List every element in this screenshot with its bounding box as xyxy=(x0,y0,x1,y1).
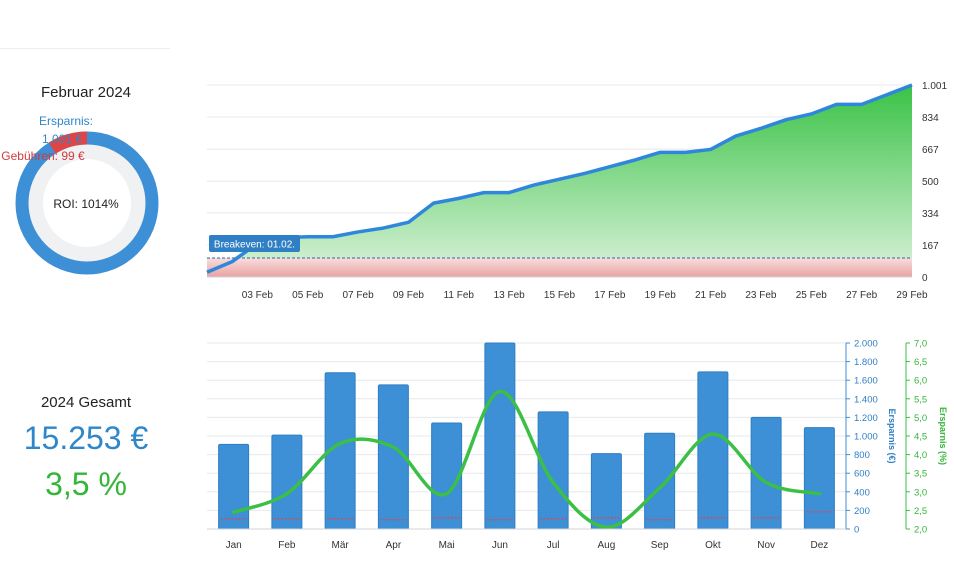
y-tick-label: 334 xyxy=(922,209,939,220)
monthly-cumulative-chart: 0 167 334 500 667 834 1.001 03 Feb 05 Feb 07 Feb 0… xyxy=(206,81,947,301)
y-tick-label: 1.001 xyxy=(922,81,947,92)
x-tick-label: 27 Feb xyxy=(846,290,878,301)
profit-area xyxy=(207,85,912,259)
breakeven-label: Breakeven: 01.02. xyxy=(214,240,295,251)
x-tick-label: Okt xyxy=(705,540,721,551)
left-axis-tick-label: 600 xyxy=(854,469,870,480)
breakeven-badge xyxy=(209,235,300,252)
savings-bar xyxy=(644,432,676,530)
x-tick-label: Sep xyxy=(651,540,669,551)
x-tick-label: 19 Feb xyxy=(645,290,677,301)
right-axis-tick-label: 2,5 xyxy=(914,506,927,517)
x-tick-label: Mär xyxy=(332,540,350,551)
right-axis-tick-label: 3,0 xyxy=(914,487,927,498)
left-axis-tick-label: 400 xyxy=(854,487,870,498)
savings-line xyxy=(206,83,913,274)
y-tick-label: 500 xyxy=(922,177,939,188)
right-axis-tick-label: 6,0 xyxy=(914,376,927,387)
savings-bar xyxy=(218,443,250,530)
x-tick-label: Dez xyxy=(810,540,828,551)
left-axis-tick-label: 0 xyxy=(854,525,859,536)
savings-bar xyxy=(537,411,569,530)
right-axis-tick-label: 4,5 xyxy=(914,432,927,443)
y-tick-label: 0 xyxy=(922,273,928,284)
year-percent: 3,5 % xyxy=(45,466,127,502)
savings-bar xyxy=(484,342,516,530)
top-divider xyxy=(0,48,170,49)
y-tick-label: 167 xyxy=(922,241,939,252)
right-axis-title: Ersparnis (%) xyxy=(938,407,948,465)
x-tick-label: Nov xyxy=(757,540,775,551)
x-tick-label: 29 Feb xyxy=(896,290,928,301)
month-title: Februar 2024 xyxy=(40,84,132,101)
right-axis-tick-label: 4,0 xyxy=(914,450,927,461)
year-title: 2024 Gesamt xyxy=(40,394,132,411)
x-tick-label: Aug xyxy=(597,540,615,551)
x-tick-label: Jul xyxy=(547,540,560,551)
x-tick-label: 05 Feb xyxy=(292,290,324,301)
left-axis-tick-label: 200 xyxy=(854,506,870,517)
left-axis-title: Ersparnis (€) xyxy=(887,408,897,463)
donut-chart: Ersparnis: 1.001 € Gebühren: 99 € ROI: 1… xyxy=(1,114,159,275)
x-tick-label: 23 Feb xyxy=(745,290,777,301)
savings-bar xyxy=(590,453,622,530)
left-axis-tick-label: 1.000 xyxy=(854,432,878,443)
x-tick-label: Feb xyxy=(278,540,296,551)
x-tick-label: 17 Feb xyxy=(594,290,626,301)
roi-label: ROI: 1014% xyxy=(53,197,119,211)
savings-value: 1.001 € xyxy=(42,132,82,146)
percent-line xyxy=(231,389,822,529)
y-tick-label: 834 xyxy=(922,113,939,124)
x-tick-label: Jun xyxy=(492,540,508,551)
savings-bar xyxy=(271,434,303,530)
donut-fees-arc xyxy=(48,131,88,154)
donut-inner-track xyxy=(27,143,147,263)
left-axis-tick-label: 1.800 xyxy=(854,357,878,368)
x-tick-label: 03 Feb xyxy=(242,290,274,301)
y-tick-label: 667 xyxy=(922,145,939,156)
year-total: 15.253 € xyxy=(23,420,149,456)
left-axis-tick-label: 2.000 xyxy=(854,339,878,350)
x-tick-label: 13 Feb xyxy=(494,290,526,301)
x-tick-label: 09 Feb xyxy=(393,290,425,301)
x-tick-label: Mai xyxy=(439,540,455,551)
x-tick-label: 15 Feb xyxy=(544,290,576,301)
right-axis-tick-label: 5,0 xyxy=(914,413,927,424)
loss-zone xyxy=(207,258,912,277)
x-tick-label: 25 Feb xyxy=(796,290,828,301)
right-axis-tick-label: 7,0 xyxy=(914,339,927,350)
savings-label: Ersparnis: xyxy=(39,114,93,128)
yearly-bar-chart: 0 200 400 600 800 1.000 1.200 1.400 1.600 1.800 2.… xyxy=(207,339,948,551)
x-tick-label: Apr xyxy=(386,540,402,551)
savings-bar xyxy=(697,371,729,530)
right-axis-tick-label: 3,5 xyxy=(914,469,927,480)
x-tick-label: Jan xyxy=(226,540,242,551)
right-axis-tick-label: 5,5 xyxy=(914,394,927,405)
right-axis-tick-label: 6,5 xyxy=(914,357,927,368)
left-axis-tick-label: 800 xyxy=(854,450,870,461)
fees-label: Gebühren: 99 € xyxy=(1,149,85,163)
right-axis-tick-label: 2,0 xyxy=(914,525,927,536)
x-tick-label: 21 Feb xyxy=(695,290,727,301)
x-tick-label: 11 Feb xyxy=(444,290,475,301)
x-tick-label: 07 Feb xyxy=(343,290,375,301)
savings-bar xyxy=(803,427,835,530)
left-axis-tick-label: 1.200 xyxy=(854,413,878,424)
left-axis-tick-label: 1.600 xyxy=(854,376,878,387)
left-axis-tick-label: 1.400 xyxy=(854,394,878,405)
